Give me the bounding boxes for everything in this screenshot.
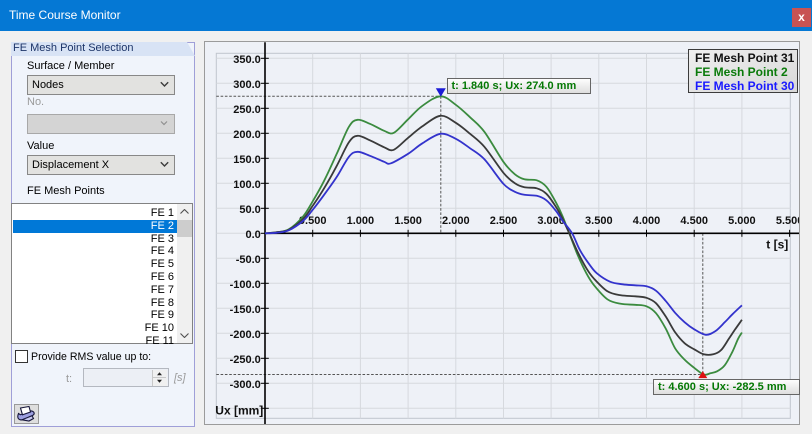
svg-text:0.0: 0.0 bbox=[246, 229, 261, 241]
svg-text:200.0: 200.0 bbox=[233, 129, 261, 141]
svg-text:300.0: 300.0 bbox=[233, 79, 261, 91]
svg-text:5.000: 5.000 bbox=[728, 215, 756, 227]
svg-text:4.000: 4.000 bbox=[633, 215, 661, 227]
svg-text:3.000: 3.000 bbox=[537, 215, 565, 227]
svg-text:t [s]: t [s] bbox=[766, 237, 788, 251]
svg-text:2.500: 2.500 bbox=[490, 215, 518, 227]
svg-text:150.0: 150.0 bbox=[233, 154, 261, 166]
svg-text:-150.0: -150.0 bbox=[230, 304, 261, 316]
svg-text:50.0: 50.0 bbox=[239, 204, 260, 216]
svg-text:1.500: 1.500 bbox=[394, 215, 422, 227]
svg-text:1.000: 1.000 bbox=[347, 215, 375, 227]
svg-text:2.000: 2.000 bbox=[442, 215, 470, 227]
svg-text:-50.0: -50.0 bbox=[236, 254, 261, 266]
svg-text:5.500: 5.500 bbox=[776, 215, 799, 227]
svg-text:Ux [mm]: Ux [mm] bbox=[215, 403, 263, 417]
svg-text:-200.0: -200.0 bbox=[230, 329, 261, 341]
svg-text:3.500: 3.500 bbox=[585, 215, 613, 227]
svg-text:4.500: 4.500 bbox=[680, 215, 708, 227]
svg-text:-250.0: -250.0 bbox=[230, 354, 261, 366]
svg-text:250.0: 250.0 bbox=[233, 104, 261, 116]
svg-text:-300.0: -300.0 bbox=[230, 379, 261, 391]
svg-text:100.0: 100.0 bbox=[233, 179, 261, 191]
svg-text:350.0: 350.0 bbox=[233, 54, 261, 66]
svg-text:-100.0: -100.0 bbox=[230, 279, 261, 291]
